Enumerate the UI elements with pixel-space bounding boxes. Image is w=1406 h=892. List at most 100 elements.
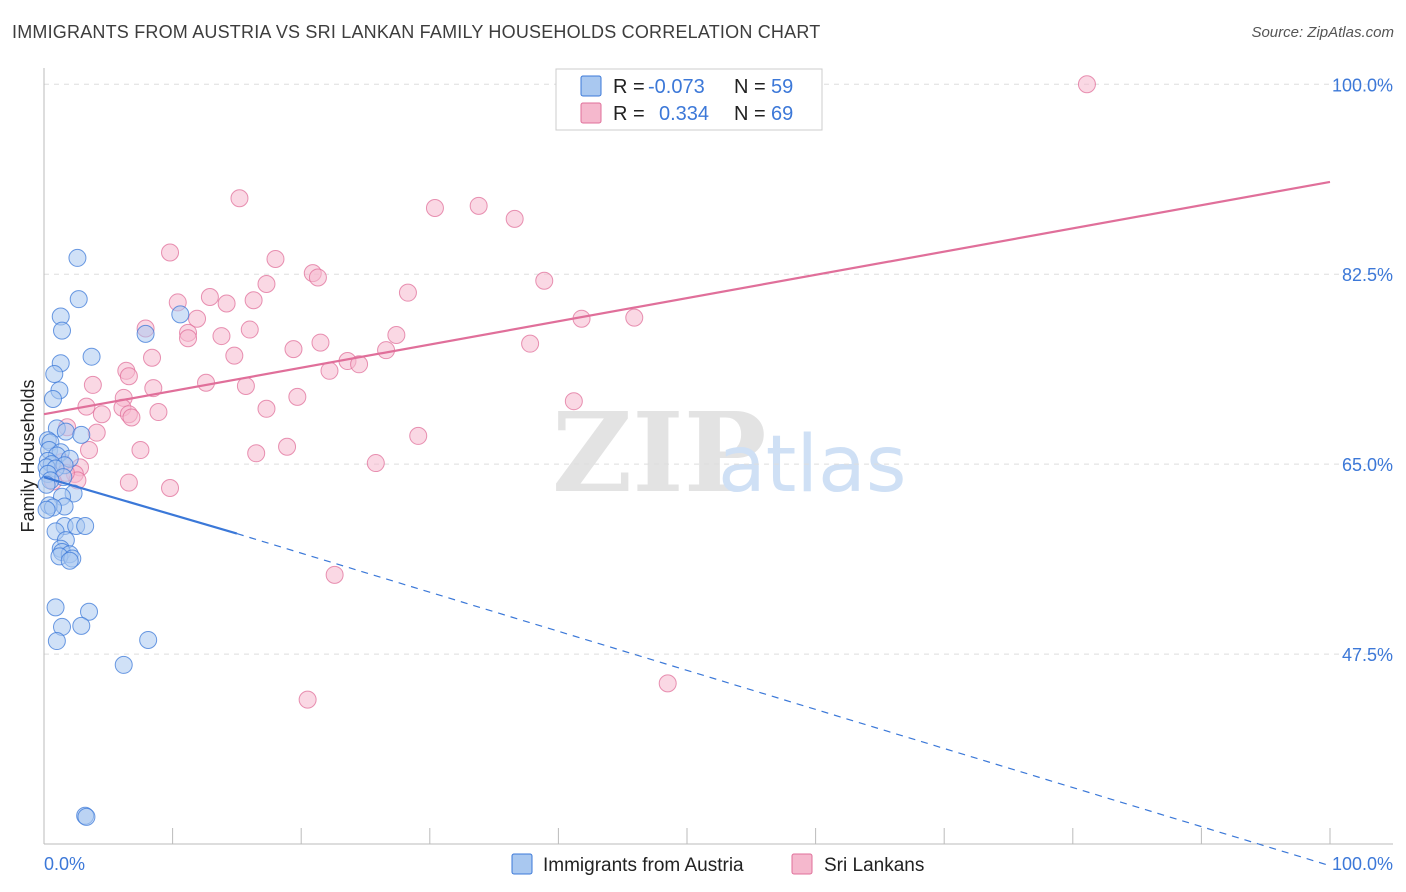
- data-point: [257, 274, 276, 293]
- y-tick-labels: 47.5% 65.0% 82.5% 100.0%: [1332, 75, 1393, 665]
- legend-r-value-blue: -0.073: [648, 76, 705, 98]
- legend-n-value-pink: 69: [771, 103, 793, 125]
- data-point: [44, 390, 63, 409]
- legend-n-label-pink: N =: [734, 103, 766, 125]
- data-point: [72, 425, 91, 444]
- data-point: [188, 309, 207, 328]
- data-point: [45, 365, 64, 384]
- data-point: [149, 403, 168, 422]
- y-tick-label: 100.0%: [1332, 75, 1393, 95]
- data-point: [658, 674, 677, 693]
- data-point: [200, 288, 219, 307]
- trend-lines: [43, 180, 1331, 867]
- x-ticks: [172, 828, 1331, 844]
- data-point: [72, 616, 91, 635]
- data-point: [535, 271, 554, 290]
- data-point: [225, 346, 244, 365]
- data-point: [131, 441, 150, 460]
- legend-r-label-pink: R =: [613, 103, 645, 125]
- data-point: [179, 329, 198, 348]
- data-point: [92, 405, 111, 424]
- series-legend-label-sri-lankans: Sri Lankans: [824, 855, 924, 876]
- data-point: [505, 209, 524, 228]
- data-point: [409, 426, 428, 445]
- legend-n-label-blue: N =: [734, 76, 766, 98]
- watermark-zip: ZIP: [552, 388, 766, 517]
- data-point: [56, 422, 75, 441]
- data-point: [564, 392, 583, 411]
- data-point: [257, 399, 276, 418]
- watermark: ZIP atlas: [552, 388, 907, 517]
- series-legend: Immigrants from Austria Sri Lankans: [511, 853, 924, 876]
- data-point: [298, 690, 317, 709]
- data-point: [69, 290, 88, 309]
- data-point: [1077, 75, 1096, 94]
- data-point: [37, 475, 56, 494]
- data-point: [83, 375, 102, 394]
- data-point: [230, 189, 249, 208]
- data-point: [143, 348, 162, 367]
- data-point: [171, 305, 190, 324]
- data-point: [377, 341, 396, 360]
- legend-swatch-pink: [580, 102, 602, 124]
- series-legend-swatch-pink: [791, 853, 813, 875]
- y-tick-label: 65.0%: [1342, 455, 1393, 475]
- x-tick-label-min: 0.0%: [44, 854, 85, 874]
- data-point: [366, 454, 385, 473]
- data-point: [76, 517, 95, 536]
- data-point: [161, 243, 180, 262]
- data-point: [119, 473, 138, 492]
- data-point: [425, 199, 444, 218]
- series-immigrants-from-austria: [37, 248, 190, 826]
- data-point: [119, 367, 138, 386]
- y-tick-label: 47.5%: [1342, 645, 1393, 665]
- trend-line-dashed: [236, 533, 1331, 867]
- y-axis-label: Family Households: [18, 379, 38, 532]
- data-point: [80, 602, 99, 621]
- watermark-atlas: atlas: [718, 420, 907, 510]
- data-point: [350, 355, 369, 374]
- data-point: [308, 268, 327, 287]
- trend-line-solid: [43, 476, 238, 535]
- data-point: [320, 361, 339, 380]
- source-credit: Source: ZipAtlas.com: [1251, 24, 1394, 41]
- legend-swatch-blue: [580, 75, 602, 97]
- data-point: [266, 250, 285, 269]
- data-point: [284, 340, 303, 359]
- data-point: [521, 334, 540, 353]
- data-point: [625, 308, 644, 327]
- data-point: [398, 283, 417, 302]
- correlation-legend: R = -0.073 N = 59 R = 0.334 N = 69: [555, 68, 823, 131]
- data-point: [87, 423, 106, 442]
- legend-r-label-blue: R =: [613, 76, 645, 98]
- data-point: [212, 327, 231, 346]
- grid-lines: [44, 83, 1393, 655]
- data-point: [68, 248, 87, 267]
- data-point: [311, 333, 330, 352]
- chart-title: IMMIGRANTS FROM AUSTRIA VS SRI LANKAN FA…: [12, 22, 821, 42]
- data-point: [47, 632, 66, 651]
- data-point: [288, 387, 307, 406]
- data-point: [240, 320, 259, 339]
- y-tick-label: 82.5%: [1342, 265, 1393, 285]
- data-point: [469, 196, 488, 215]
- data-point: [247, 444, 266, 463]
- data-point: [387, 325, 406, 344]
- data-point: [217, 294, 236, 313]
- data-point: [60, 551, 79, 570]
- data-point: [80, 441, 99, 460]
- data-point: [114, 655, 133, 674]
- data-point: [77, 807, 96, 826]
- data-point: [278, 437, 297, 456]
- legend-n-value-blue: 59: [771, 76, 793, 98]
- series-legend-swatch-blue: [511, 853, 533, 875]
- data-point: [325, 565, 344, 584]
- x-tick-label-max: 100.0%: [1332, 854, 1393, 874]
- data-point: [136, 324, 155, 343]
- data-point: [236, 376, 255, 395]
- series-legend-label-austria: Immigrants from Austria: [543, 855, 744, 876]
- legend-r-value-pink: 0.334: [659, 103, 709, 125]
- data-point: [144, 379, 163, 398]
- data-point: [46, 598, 65, 617]
